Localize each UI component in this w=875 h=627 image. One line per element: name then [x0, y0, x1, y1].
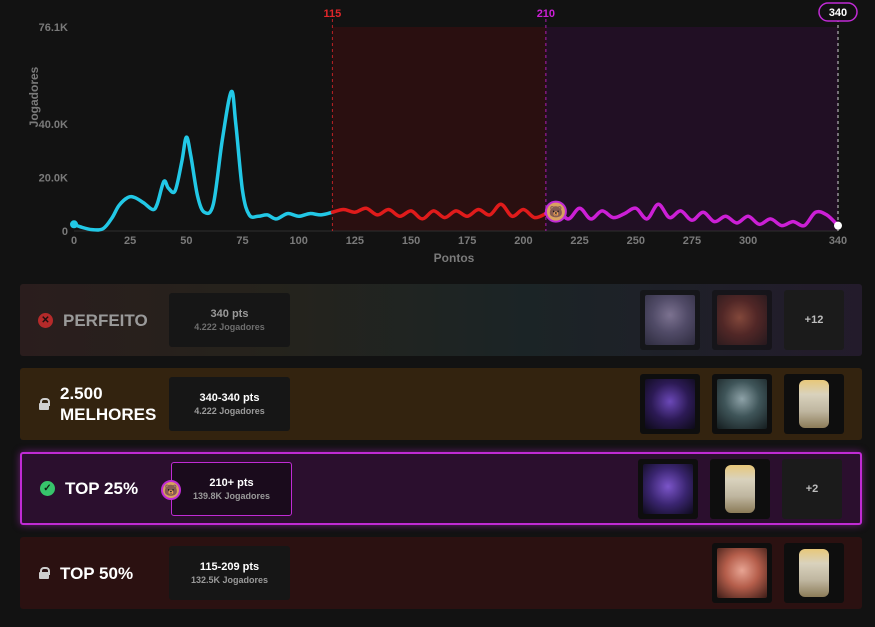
champion-skin-icon	[645, 295, 695, 345]
tier-points-box: 115-209 pts 132.5K Jogadores	[169, 546, 290, 600]
region-top-50	[332, 27, 546, 231]
champion-skin-icon	[645, 379, 695, 429]
tier-points: 115-209 pts	[199, 561, 260, 573]
end-point	[834, 221, 842, 230]
y-tick-label: 20.0K	[39, 172, 68, 184]
tier-players: 132.5K Jogadores	[190, 575, 269, 585]
region-top-25	[545, 27, 838, 231]
tier-row-perfect: ✕ PERFEITO 340 pts 4.222 Jogadores +12	[20, 284, 862, 356]
capsule-icon	[725, 465, 755, 513]
x-tick-label: 225	[570, 235, 588, 247]
reward-capsule[interactable]	[784, 374, 844, 434]
tier-row-top-50: TOP 50% 115-209 pts 132.5K Jogadores	[20, 537, 862, 609]
reward-list	[640, 374, 844, 434]
x-tick-label: 300	[739, 235, 757, 247]
reward-list: +2	[638, 459, 842, 519]
x-tick-label: 50	[180, 235, 192, 247]
check-circle-icon: ✓	[40, 481, 55, 496]
y-tick-label: 0	[62, 226, 68, 238]
tier-points: 340-340 pts	[199, 392, 260, 404]
series-line-segment-1	[72, 89, 335, 232]
series-line-segment-2	[330, 202, 548, 221]
y-axis-title: Jogadores	[27, 66, 41, 127]
reward-champion-skin[interactable]	[712, 543, 772, 603]
reward-champion-skin[interactable]	[712, 290, 772, 350]
x-tick-label: 200	[514, 235, 532, 247]
tier-points-box: 210+ pts 139.8K Jogadores	[171, 462, 292, 516]
tier-players: 139.8K Jogadores	[192, 491, 271, 501]
champion-skin-icon	[717, 548, 767, 598]
max-score-pill	[818, 2, 858, 22]
tier-players: 4.222 Jogadores	[194, 406, 265, 416]
x-tick-label: 150	[402, 235, 420, 247]
tier-row-top-2500: 2.500 MELHORES 340-340 pts 4.222 Jogador…	[20, 368, 862, 440]
reward-champion-skin[interactable]	[640, 374, 700, 434]
tier-points-box: 340-340 pts 4.222 Jogadores	[169, 377, 290, 431]
player-avatar-marker	[544, 200, 567, 223]
tier-name: TOP 25%	[65, 479, 139, 498]
tier-label: ✕ PERFEITO	[38, 310, 148, 331]
x-tick-label: 250	[627, 235, 645, 247]
x-tick-label: 175	[458, 235, 476, 247]
reward-champion-skin[interactable]	[640, 290, 700, 350]
tier-players: 4.222 Jogadores	[194, 322, 265, 332]
reward-champion-skin[interactable]	[712, 374, 772, 434]
tier-name: TOP 50%	[60, 563, 134, 583]
reward-list	[712, 543, 844, 603]
x-tick-label: 75	[236, 235, 248, 247]
threshold-label-210: 210	[537, 8, 555, 20]
reward-capsule[interactable]	[784, 543, 844, 603]
more-rewards-button[interactable]: +12	[784, 290, 844, 350]
tier-name: 2.500 MELHORES	[60, 384, 157, 424]
champion-skin-icon	[643, 464, 693, 514]
chart-svg: 115 210 340 76.1K 40.0K 20.0K 00 25 50 75 100 125 15…	[27, 2, 858, 265]
lock-icon	[38, 398, 50, 410]
capsule-icon	[799, 380, 829, 428]
more-rewards-button[interactable]: +2	[782, 459, 842, 519]
reward-capsule[interactable]	[710, 459, 770, 519]
tier-label: 2.500 MELHORES	[38, 383, 170, 425]
tier-points: 210+ pts	[209, 477, 254, 489]
start-point	[70, 220, 78, 229]
x-tick-label: 25	[124, 235, 136, 247]
tier-points: 340 pts	[210, 308, 249, 320]
y-tick-label: 40.0K	[39, 119, 68, 131]
player-avatar-icon: 🐻	[161, 480, 181, 500]
tier-label: ✓ TOP 25%	[40, 478, 138, 499]
reward-list: +12	[640, 290, 844, 350]
champion-skin-icon	[717, 295, 767, 345]
lock-icon	[38, 567, 50, 579]
capsule-icon	[799, 549, 829, 597]
bear-face-icon: 🐻	[549, 205, 563, 219]
x-tick-label: 340	[829, 235, 847, 247]
reward-champion-skin[interactable]	[638, 459, 698, 519]
tier-points-box: 340 pts 4.222 Jogadores	[169, 293, 290, 347]
x-tick-label: 125	[346, 235, 364, 247]
tier-row-top-25: ✓ TOP 25% 210+ pts 139.8K Jogadores 🐻 +2	[20, 452, 862, 525]
y-tick-label: 76.1K	[39, 22, 68, 34]
champion-skin-icon	[717, 379, 767, 429]
max-score-label: 340	[829, 7, 847, 19]
x-tick-label: 100	[290, 235, 308, 247]
x-tick-label: 0	[71, 235, 77, 247]
series-line-segment-3	[544, 202, 840, 228]
score-distribution-chart: 115 210 340 76.1K 40.0K 20.0K 0 0 25 50 75 100 125 15…	[0, 0, 875, 270]
tier-name: PERFEITO	[63, 310, 148, 330]
threshold-label-115: 115	[324, 8, 342, 20]
tier-label: TOP 50%	[38, 563, 133, 584]
x-axis-title: Pontos	[434, 251, 475, 265]
close-circle-icon: ✕	[38, 312, 53, 328]
x-tick-label: 275	[683, 235, 701, 247]
